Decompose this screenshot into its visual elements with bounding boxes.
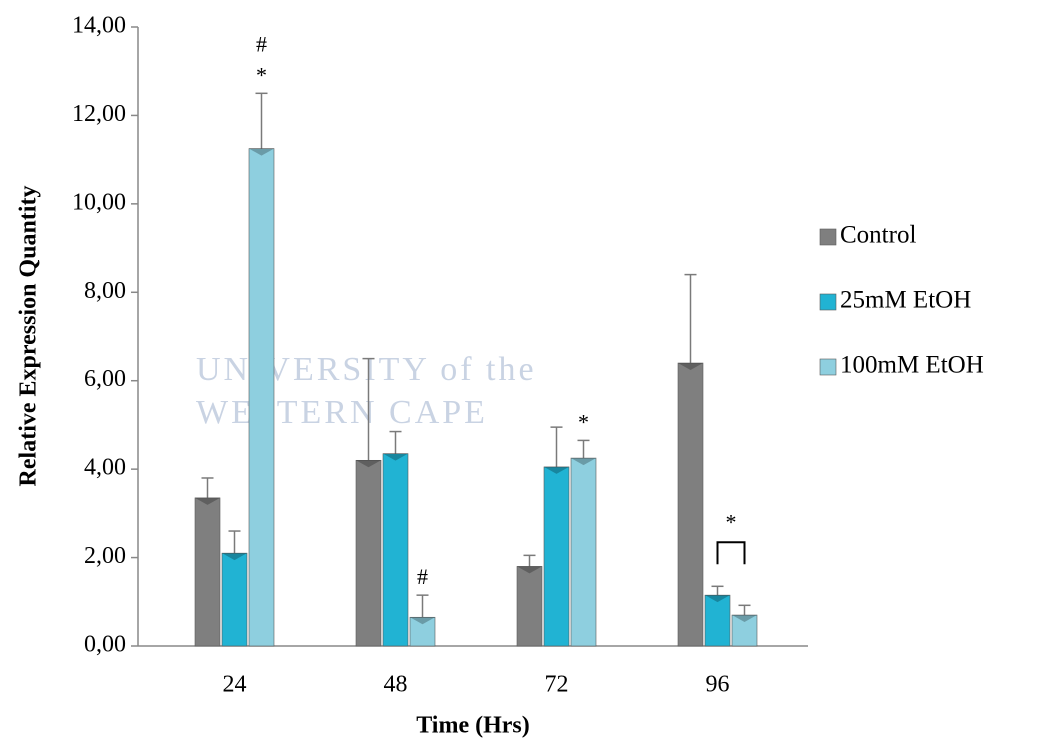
bracket-label: * — [726, 509, 737, 534]
legend-label: 100mM EtOH — [840, 352, 984, 379]
bar — [678, 363, 703, 646]
watermark: UNIVERSITY of the — [196, 351, 537, 388]
legend-swatch — [820, 294, 836, 310]
annotation: # — [256, 31, 267, 56]
y-tick-label: 14,00 — [72, 13, 126, 39]
annotation: * — [578, 409, 589, 434]
y-tick-label: 4,00 — [84, 455, 126, 481]
y-tick-label: 8,00 — [84, 278, 126, 304]
x-axis-title: Time (Hrs) — [416, 713, 530, 739]
y-tick-label: 0,00 — [84, 632, 126, 658]
y-tick-label: 12,00 — [72, 101, 126, 127]
x-tick-label: 48 — [384, 672, 408, 698]
annotation: # — [417, 564, 428, 589]
bar — [195, 498, 220, 646]
watermark: WESTERN CAPE — [196, 394, 488, 431]
x-tick-label: 72 — [545, 672, 569, 698]
y-tick-label: 2,00 — [84, 543, 126, 569]
y-tick-label: 6,00 — [84, 366, 126, 392]
chart: Time (Hrs) Relative Expression Quantity … — [0, 0, 1043, 744]
annotation: * — [256, 62, 267, 87]
bar — [249, 149, 274, 646]
x-tick-label: 96 — [706, 672, 730, 698]
legend-swatch — [820, 229, 836, 245]
bar — [356, 460, 381, 646]
y-tick-label: 10,00 — [72, 189, 126, 215]
y-axis-title: Relative Expression Quantity — [16, 186, 42, 487]
bar — [222, 553, 247, 646]
bar — [383, 454, 408, 646]
bar — [517, 566, 542, 646]
legend-swatch — [820, 359, 836, 375]
bar — [705, 595, 730, 646]
bracket — [718, 542, 745, 564]
bar — [571, 458, 596, 646]
legend-label: 25mM EtOH — [840, 287, 971, 314]
bar — [544, 467, 569, 646]
legend-label: Control — [840, 222, 916, 249]
x-tick-label: 24 — [223, 672, 247, 698]
